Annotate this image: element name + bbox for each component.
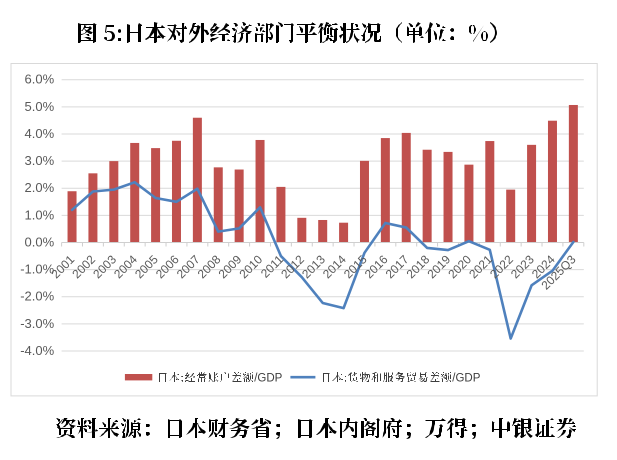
svg-text:0.0%: 0.0% <box>25 234 55 249</box>
svg-text:3.0%: 3.0% <box>25 153 55 168</box>
svg-text:/GDP: /GDP <box>452 372 480 384</box>
svg-text:-3.0%: -3.0% <box>20 316 54 331</box>
svg-text:-2.0%: -2.0% <box>20 289 54 304</box>
svg-text:4.0%: 4.0% <box>25 126 55 141</box>
svg-text:5.0%: 5.0% <box>25 99 55 114</box>
svg-text:-1.0%: -1.0% <box>20 262 54 277</box>
svg-text:1.0%: 1.0% <box>25 207 55 222</box>
svg-text:6.0%: 6.0% <box>25 72 55 87</box>
svg-text:/GDP: /GDP <box>254 372 282 384</box>
svg-text:-4.0%: -4.0% <box>20 343 54 358</box>
svg-text:2.0%: 2.0% <box>25 180 55 195</box>
